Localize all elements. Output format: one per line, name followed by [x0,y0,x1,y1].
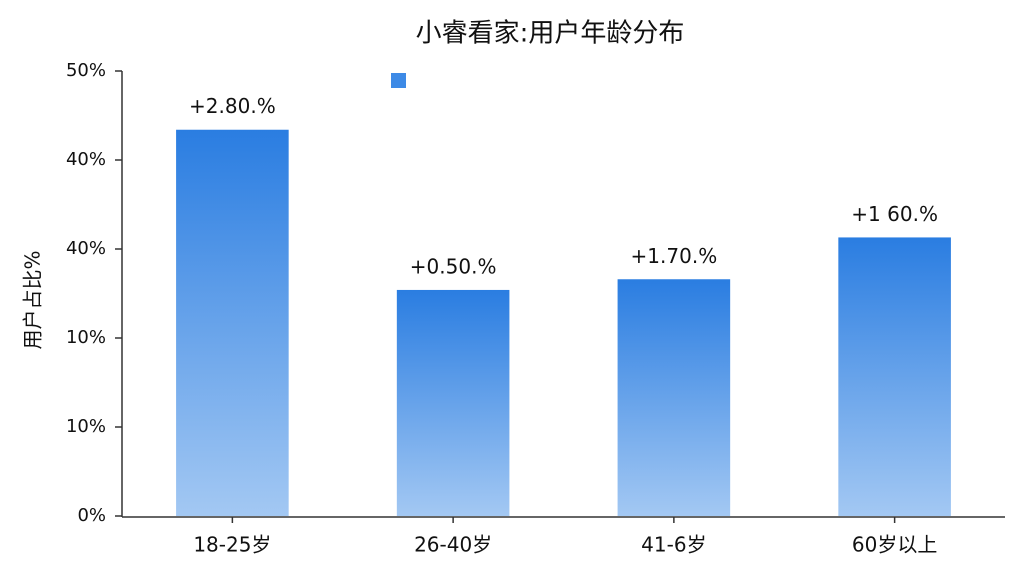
y-tick-label: 10% [66,327,106,348]
bar [176,129,289,517]
y-tick-label: 50% [66,60,106,81]
annotation: +0.50.% [410,254,497,278]
x-tick-label: 41-6岁 [641,533,706,557]
annotation: +1.70.% [631,244,718,268]
legend-marker [391,73,406,88]
y-axis-label: 用户占比% [21,250,45,349]
annotation: +1 60.% [851,202,938,226]
bar [396,289,510,516]
y-tick-label: 40% [66,238,106,259]
x-tick-label: 18-25岁 [193,533,271,557]
x-tick-label: 26-40岁 [414,533,492,557]
x-tick-label: 60岁以上 [852,533,937,557]
bar [617,279,731,516]
annotation: +2.80.% [189,94,276,118]
y-tick-label: 40% [66,149,106,170]
bar [838,237,951,516]
y-tick-label: 10% [66,416,106,437]
y-tick-label: 0% [77,505,106,526]
chart-title: 小睿看家:用户年龄分布 [416,19,685,49]
